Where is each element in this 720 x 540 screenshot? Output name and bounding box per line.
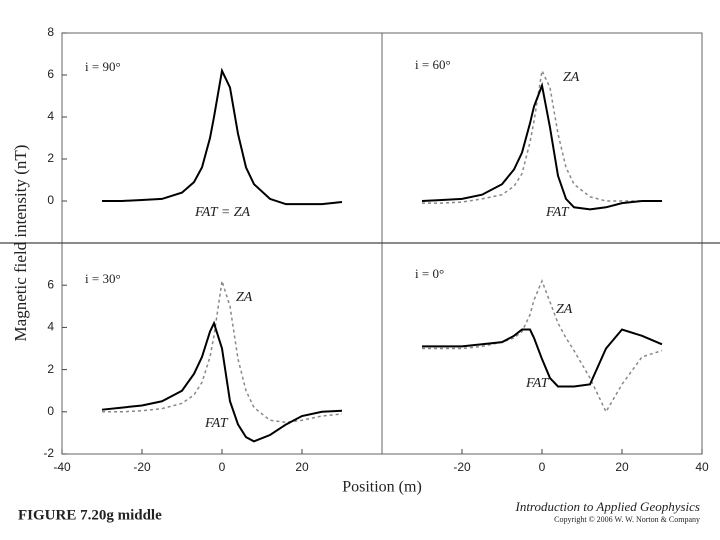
caption: FIGURE 7.20g middle [18, 507, 162, 523]
y-tick-label: 4 [47, 109, 54, 123]
y-tick-label: 4 [47, 320, 54, 334]
panel-annotation: i = 90° [85, 59, 121, 74]
x-tick-label: 40 [695, 460, 709, 474]
y-tick-label: 0 [47, 193, 54, 207]
series-label: ZA [236, 290, 253, 305]
panel-annotation: i = 60° [415, 57, 451, 72]
y-tick-label: 0 [47, 404, 54, 418]
x-tick-label: 20 [615, 460, 629, 474]
x-tick-label: -20 [453, 460, 471, 474]
series-line [422, 328, 663, 388]
book-title: Introduction to Applied Geophysics [514, 499, 700, 514]
series-line [101, 320, 343, 443]
y-tick-label: 6 [47, 277, 54, 291]
y-tick-label: 6 [47, 67, 54, 81]
y-tick-label: 2 [47, 151, 54, 165]
series-label: FAT [545, 205, 570, 220]
series-line [102, 67, 343, 206]
series-line [102, 280, 343, 424]
x-tick-label: 0 [219, 460, 226, 474]
y-tick-label: 2 [47, 362, 54, 376]
series-label: ZA [563, 70, 580, 85]
series-line [422, 68, 662, 204]
series-label: FAT [525, 376, 550, 391]
copyright: Copyright © 2006 W. W. Norton & Company [554, 515, 700, 524]
x-tick-label: -40 [53, 460, 71, 474]
panel-annotation: i = 30° [85, 271, 121, 286]
series-line [422, 278, 663, 414]
x-tick-label: 20 [295, 460, 309, 474]
series-line [421, 81, 662, 211]
series-label: FAT [204, 416, 229, 431]
series-label: ZA [556, 302, 573, 317]
x-tick-label: -20 [133, 460, 151, 474]
y-tick-label: 8 [47, 25, 54, 39]
series-label: FAT = ZA [194, 205, 251, 220]
y-axis-label: Magnetic field intensity (nT) [11, 145, 30, 342]
y-tick-label: -2 [43, 446, 54, 460]
x-axis-label: Position (m) [342, 479, 422, 496]
panel-annotation: i = 0° [415, 266, 444, 281]
x-tick-label: 0 [539, 460, 546, 474]
